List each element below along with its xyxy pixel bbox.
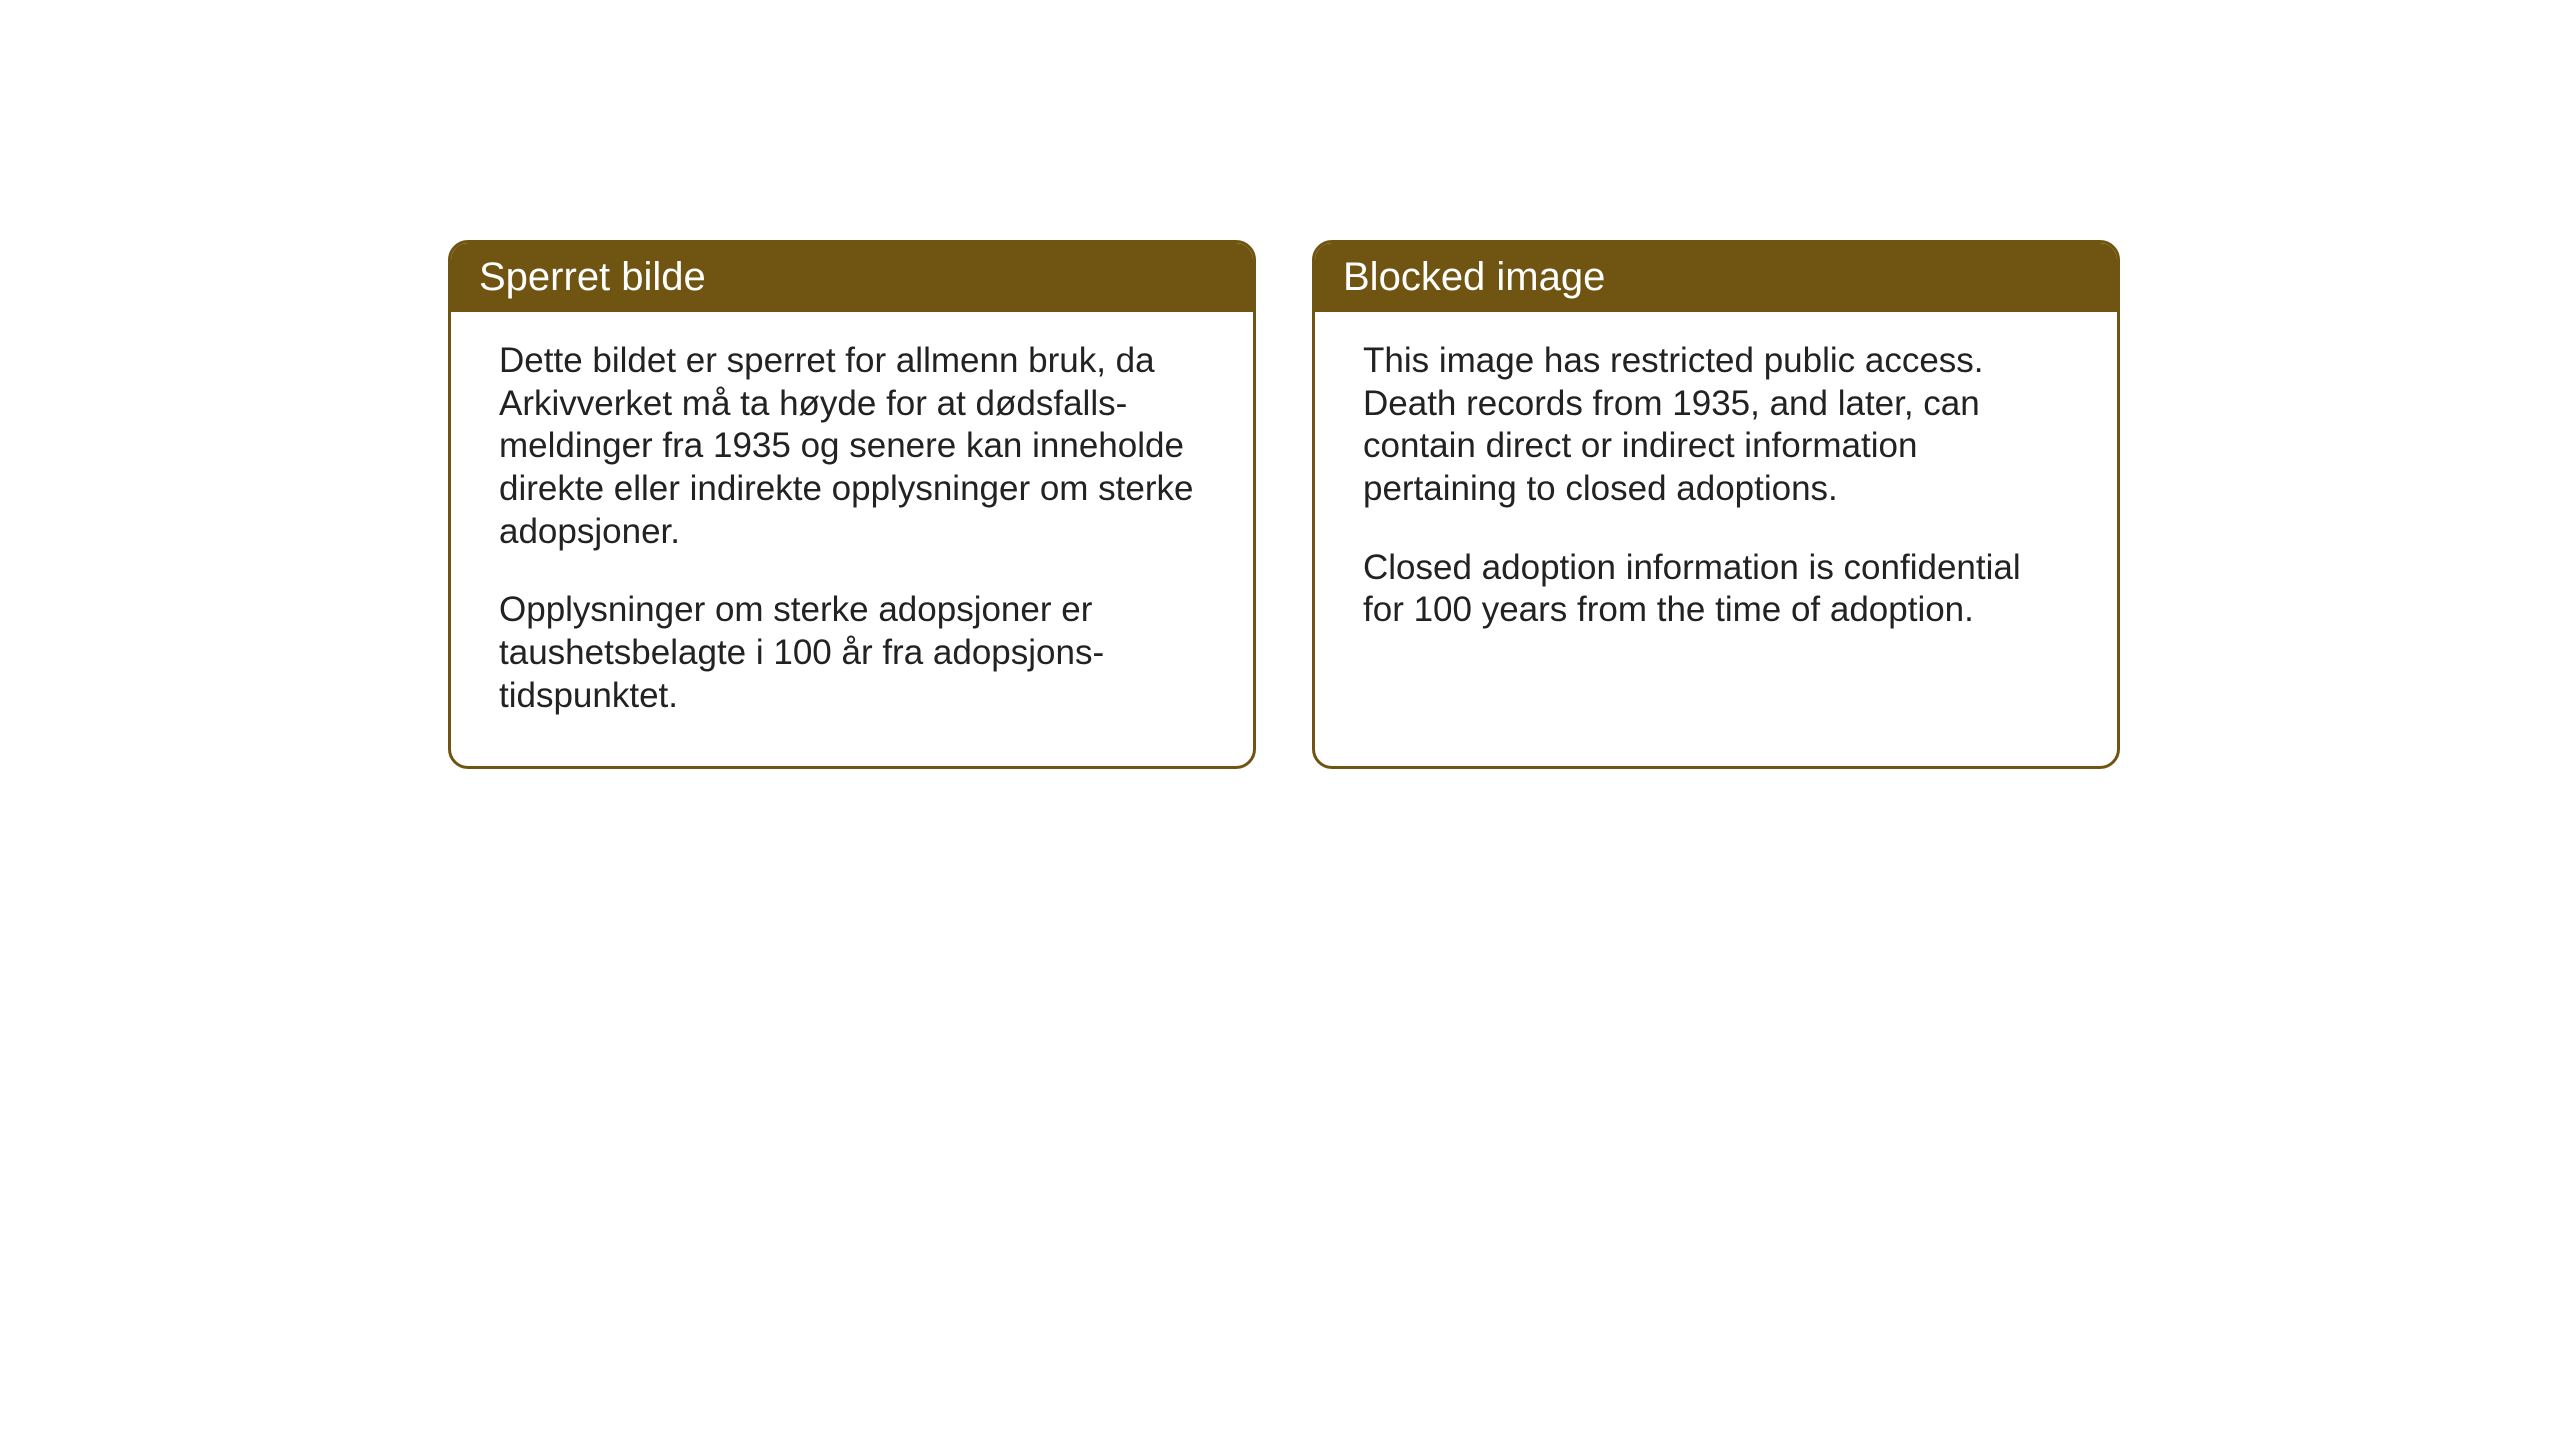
card-header-english: Blocked image (1315, 243, 2117, 312)
notice-card-english: Blocked image This image has restricted … (1312, 240, 2120, 769)
notice-container: Sperret bilde Dette bildet er sperret fo… (448, 240, 2120, 769)
card-paragraph-2: Opplysninger om sterke adopsjoner er tau… (499, 589, 1205, 717)
card-body-english: This image has restricted public access.… (1315, 312, 2117, 680)
card-paragraph-2: Closed adoption information is confident… (1363, 547, 2069, 632)
notice-card-norwegian: Sperret bilde Dette bildet er sperret fo… (448, 240, 1256, 769)
card-body-norwegian: Dette bildet er sperret for allmenn bruk… (451, 312, 1253, 766)
card-title: Blocked image (1343, 255, 1605, 299)
card-header-norwegian: Sperret bilde (451, 243, 1253, 312)
card-paragraph-1: Dette bildet er sperret for allmenn bruk… (499, 340, 1205, 553)
card-title: Sperret bilde (479, 255, 706, 299)
card-paragraph-1: This image has restricted public access.… (1363, 340, 2069, 511)
